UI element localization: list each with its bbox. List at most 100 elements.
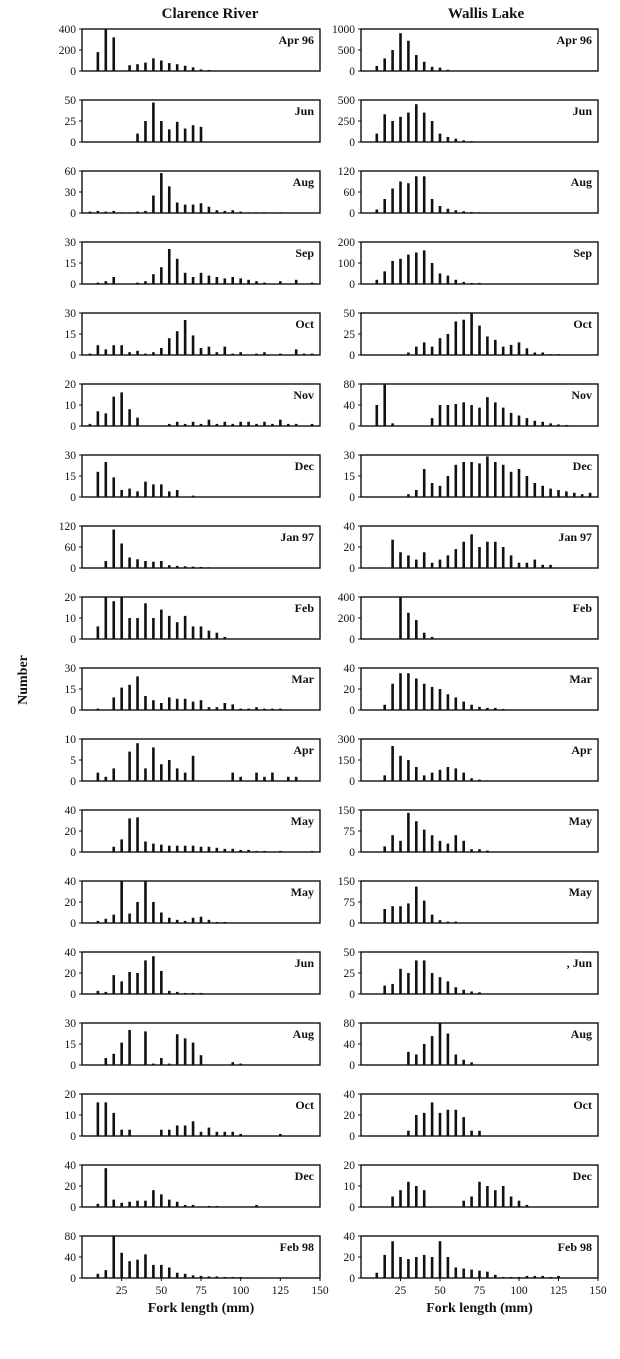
clarence-panel-1-bar: [176, 64, 179, 71]
wallis-panel-5-bar: [486, 337, 489, 355]
clarence-panel-10-bar: [128, 685, 131, 710]
clarence-panel-18-bar: [216, 1276, 219, 1278]
wallis-panel-8-ytick-label: 20: [344, 542, 356, 554]
clarence-x-axis-label: Fork length (mm): [148, 1301, 255, 1316]
clarence-panel-6-bar: [271, 424, 274, 426]
wallis-panel-14-bar: [439, 977, 442, 994]
wallis-panel-4-frame: [361, 242, 598, 284]
wallis-panel-4-bar: [455, 280, 458, 284]
wallis-panel-1-ytick-label: 0: [349, 66, 355, 78]
wallis-panel-12-label: May: [569, 814, 592, 828]
clarence-panel-9-bar: [184, 616, 187, 639]
clarence-panel-12-bar: [152, 844, 155, 852]
clarence-panel-18-bar: [168, 1268, 171, 1279]
wallis-panel-14-label: , Jun: [567, 956, 593, 970]
wallis-panel-11-ytick-label: 300: [338, 734, 356, 746]
wallis-panel-7-bar: [502, 465, 505, 497]
wallis-panel-8-bar: [455, 549, 458, 568]
clarence-panel-18-ytick-label: 80: [65, 1231, 77, 1243]
clarence-panel-17-ytick-label: 0: [70, 1202, 76, 1214]
wallis-panel-1-bar: [391, 50, 394, 71]
wallis-panel-7-bar: [478, 463, 481, 497]
clarence-panel-16-bar: [231, 1132, 234, 1136]
clarence-panel-6-bar: [231, 424, 234, 426]
clarence-panel-15-bar: [200, 1055, 203, 1065]
clarence-panel-11-bar: [295, 777, 298, 781]
clarence-panel-12-ytick-label: 40: [65, 805, 77, 817]
clarence-panel-16-bar: [97, 1102, 100, 1136]
wallis-panel-7-bar: [486, 456, 489, 497]
wallis-panel-16-bar: [447, 1110, 450, 1136]
clarence-panel-5-bar: [112, 345, 115, 355]
clarence-panel-6-bar: [279, 420, 282, 426]
wallis-panel-10-ytick-label: 0: [349, 705, 355, 717]
clarence-panel-10-bar: [216, 707, 219, 710]
wallis-panel-13-ytick-label: 150: [338, 876, 356, 888]
clarence-panel-7-bar: [97, 472, 100, 497]
clarence-panel-4-bar: [239, 278, 242, 284]
clarence-panel-9-bar: [224, 637, 227, 639]
wallis-panel-6-bar: [502, 408, 505, 426]
wallis-panel-9-bar: [415, 620, 418, 639]
clarence-panel-12-bar: [176, 846, 179, 852]
clarence-panel-13-bar: [184, 921, 187, 923]
wallis-panel-15-ytick-label: 0: [349, 1060, 355, 1072]
clarence-panel-10-ytick-label: 0: [70, 705, 76, 717]
wallis-panel-12-bar: [391, 835, 394, 852]
wallis-xtick-label: 25: [395, 1285, 407, 1297]
wallis-panel-7-bar: [526, 476, 529, 497]
clarence-panel-17-bar: [97, 1204, 100, 1207]
wallis-panel-8-bar: [541, 565, 544, 568]
wallis-panel-13-ytick-label: 0: [349, 918, 355, 930]
wallis-panel-5-bar: [494, 340, 497, 355]
wallis-panel-18-ytick-label: 0: [349, 1273, 355, 1285]
wallis-panel-8-bar: [502, 547, 505, 568]
wallis-panel-11-bar: [486, 780, 489, 781]
clarence-panel-5-bar: [152, 352, 155, 355]
clarence-panel-7-bar: [168, 491, 171, 497]
clarence-panel-18-bar: [152, 1265, 155, 1278]
clarence-panel-5-bar: [160, 348, 163, 355]
wallis-panel-13-frame: [361, 881, 598, 923]
wallis-panel-6-bar: [447, 405, 450, 426]
clarence-panel-13-bar: [216, 922, 219, 923]
clarence-panel-3-bar: [144, 211, 147, 213]
clarence-panel-4-bar: [176, 259, 179, 284]
clarence-panel-5-bar: [136, 351, 139, 355]
clarence-panel-11-bar: [144, 768, 147, 781]
clarence-panel-5-label: Oct: [295, 317, 314, 331]
clarence-panel-15-bar: [239, 1064, 242, 1065]
wallis-panel-17-bar: [391, 1197, 394, 1208]
clarence-panel-18-bar: [144, 1254, 147, 1278]
wallis-panel-3-bar: [431, 199, 434, 213]
wallis-panel-12-bar: [423, 830, 426, 852]
wallis-panel-2-frame: [361, 100, 598, 142]
clarence-panel-13-bar: [97, 921, 100, 923]
wallis-panel-18-bar: [431, 1257, 434, 1278]
clarence-panel-5-ytick-label: 0: [70, 350, 76, 362]
clarence-panel-7-ytick-label: 15: [65, 471, 77, 483]
clarence-panel-15-bar: [168, 1064, 171, 1065]
clarence-panel-9-bar: [128, 618, 131, 639]
clarence-panel-17-bar: [208, 1206, 211, 1207]
wallis-panel-18-bar: [439, 1241, 442, 1278]
wallis-panel-18-bar: [557, 1276, 560, 1278]
wallis-panel-11-bar: [455, 768, 458, 781]
clarence-panel-18-ytick-label: 0: [70, 1273, 76, 1285]
wallis-panel-7-bar: [431, 483, 434, 497]
wallis-panel-10-ytick-label: 40: [344, 663, 356, 675]
clarence-panel-6-label: Nov: [293, 388, 314, 402]
clarence-panel-9-bar: [216, 633, 219, 639]
wallis-panel-11-bar: [399, 756, 402, 781]
wallis-panel-6-bar: [541, 422, 544, 426]
clarence-panel-10-bar: [97, 709, 100, 710]
clarence-panel-14-ytick-label: 40: [65, 947, 77, 959]
wallis-panel-11-bar: [478, 780, 481, 781]
wallis-panel-10-bar: [383, 705, 386, 710]
clarence-panel-12-bar: [255, 851, 258, 852]
wallis-xtick-label: 125: [550, 1285, 568, 1297]
wallis-panel-13-bar: [455, 922, 458, 923]
clarence-panel-1-bar: [208, 70, 211, 71]
clarence-panel-12-bar: [224, 849, 227, 852]
clarence-panel-2-bar: [136, 134, 139, 142]
